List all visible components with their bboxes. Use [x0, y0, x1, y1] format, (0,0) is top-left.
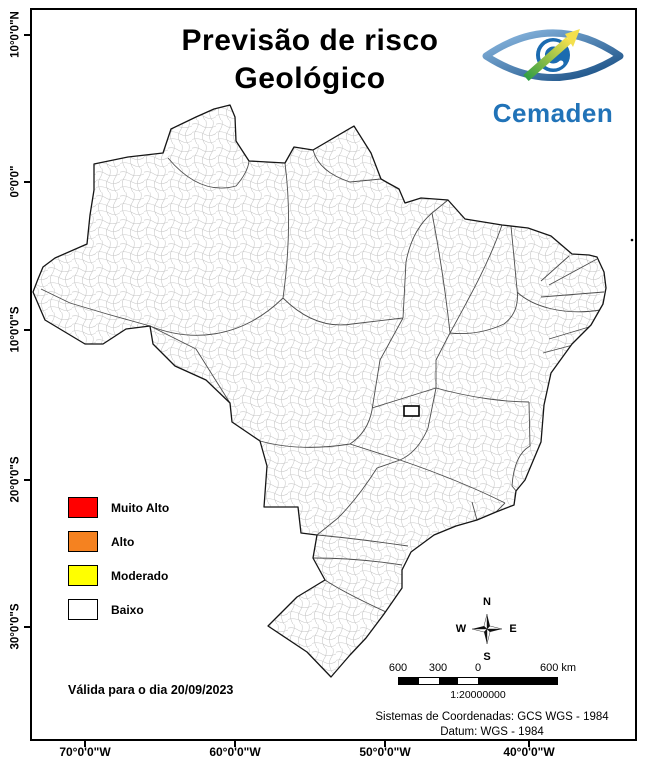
- axis-tick: [528, 741, 530, 747]
- compass-west-label: W: [455, 623, 467, 635]
- page-title-line-1: Previsão de risco: [181, 24, 439, 57]
- legend-item: Moderado: [68, 565, 169, 586]
- df-boundary: [403, 405, 420, 417]
- scale-label: 600 km: [539, 662, 577, 674]
- latitude-label: 0°0'0": [9, 165, 22, 198]
- compass-star-icon: [471, 613, 503, 645]
- scale-segment: [458, 678, 478, 684]
- map-frame: [30, 8, 637, 741]
- cemaden-logo: Cemaden: [474, 18, 632, 129]
- scale-bar-segments: [398, 677, 558, 685]
- legend-swatch-muito-alto: [68, 497, 98, 518]
- axis-tick: [84, 741, 86, 747]
- longitude-label: 70°0'0"W: [59, 745, 111, 759]
- page-title: Previsão de risco Geológico: [95, 22, 525, 98]
- noronha-island-dot: [630, 238, 634, 242]
- page-title-line-2: Geológico: [234, 62, 386, 95]
- latitude-label: 10°0'0"S: [9, 306, 22, 353]
- state-boundaries: [40, 149, 605, 613]
- scale-label: 600: [388, 662, 408, 674]
- axis-tick: [24, 626, 30, 628]
- legend-swatch-alto: [68, 531, 98, 552]
- scale-bar: 600 300 0 600 km 1:20000000: [389, 662, 577, 704]
- legend-label: Baixo: [111, 602, 144, 617]
- cemaden-eye-icon: [482, 29, 624, 81]
- legend-item: Baixo: [68, 599, 169, 620]
- coordinate-system-note: Sistemas de Coordenadas: GCS WGS - 1984 …: [352, 710, 632, 740]
- coordinate-system-line: Sistemas de Coordenadas: GCS WGS - 1984: [375, 711, 609, 723]
- legend-label: Alto: [111, 534, 135, 549]
- risk-legend: Muito Alto Alto Moderado Baixo: [68, 497, 169, 633]
- axis-tick: [24, 34, 30, 36]
- legend-label: Moderado: [111, 568, 169, 583]
- scale-label: 300: [428, 662, 448, 674]
- axis-tick: [24, 479, 30, 481]
- latitude-label: 10°0'0"N: [9, 11, 22, 58]
- axis-tick: [24, 181, 30, 183]
- longitude-label: 40°0'0"W: [503, 745, 555, 759]
- axis-tick: [24, 329, 30, 331]
- legend-swatch-moderado: [68, 565, 98, 586]
- compass-east-label: E: [509, 623, 517, 635]
- legend-item: Alto: [68, 531, 169, 552]
- scale-segment: [399, 678, 419, 684]
- latitude-label: 30°0'0"S: [9, 603, 22, 650]
- legend-item: Muito Alto: [68, 497, 169, 518]
- scale-segment: [418, 678, 439, 684]
- compass-north-label: N: [483, 596, 491, 608]
- compass-south-label: S: [483, 651, 491, 663]
- brazil-outline: [32, 104, 607, 678]
- legend-label: Muito Alto: [111, 500, 170, 515]
- axis-tick: [384, 741, 386, 747]
- axis-tick: [234, 741, 236, 747]
- scale-segment: [478, 678, 557, 684]
- scale-ratio: 1:20000000: [450, 689, 506, 701]
- scale-segment: [438, 678, 459, 684]
- validity-note: Válida para o dia 20/09/2023: [68, 683, 234, 697]
- legend-swatch-baixo: [68, 599, 98, 620]
- longitude-label: 50°0'0"W: [359, 745, 411, 759]
- latitude-label: 20°0'0"S: [9, 456, 22, 503]
- longitude-label: 60°0'0"W: [209, 745, 261, 759]
- scale-label: 0: [474, 662, 482, 674]
- cemaden-logo-text: Cemaden: [492, 98, 614, 128]
- datum-line: Datum: WGS - 1984: [440, 726, 544, 738]
